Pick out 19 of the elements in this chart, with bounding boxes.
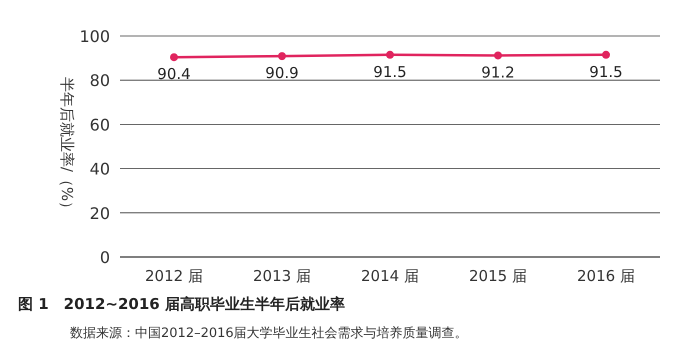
x-tick-label: 2015 届: [469, 267, 527, 285]
data-label: 91.5: [589, 62, 623, 81]
y-tick-label: 20: [90, 204, 110, 223]
data-label: 91.2: [481, 63, 515, 82]
x-tick-label: 2013 届: [253, 267, 311, 285]
text: 图 1 2012~2016 届高职毕业生半年后就业率: [18, 295, 345, 313]
data-label: 91.5: [373, 62, 407, 81]
y-axis-title: 半年后就业率/（%）: [58, 76, 76, 216]
y-tick-label: 80: [90, 71, 110, 90]
x-tick-label: 2012 届: [145, 267, 203, 285]
y-tick-label: 100: [79, 27, 110, 46]
y-tick-label: 60: [90, 115, 110, 134]
x-tick-label: 2016 届: [577, 267, 635, 285]
source-note: 数据来源：中国2012–2016届大学毕业生社会需求与培养质量调查。: [70, 325, 468, 341]
data-label: 90.4: [157, 65, 191, 84]
x-tick-label: 2014 届: [361, 267, 419, 285]
y-tick-label: 0: [100, 248, 110, 267]
data-label: 90.9: [265, 64, 299, 82]
y-tick-label: 40: [90, 160, 110, 179]
